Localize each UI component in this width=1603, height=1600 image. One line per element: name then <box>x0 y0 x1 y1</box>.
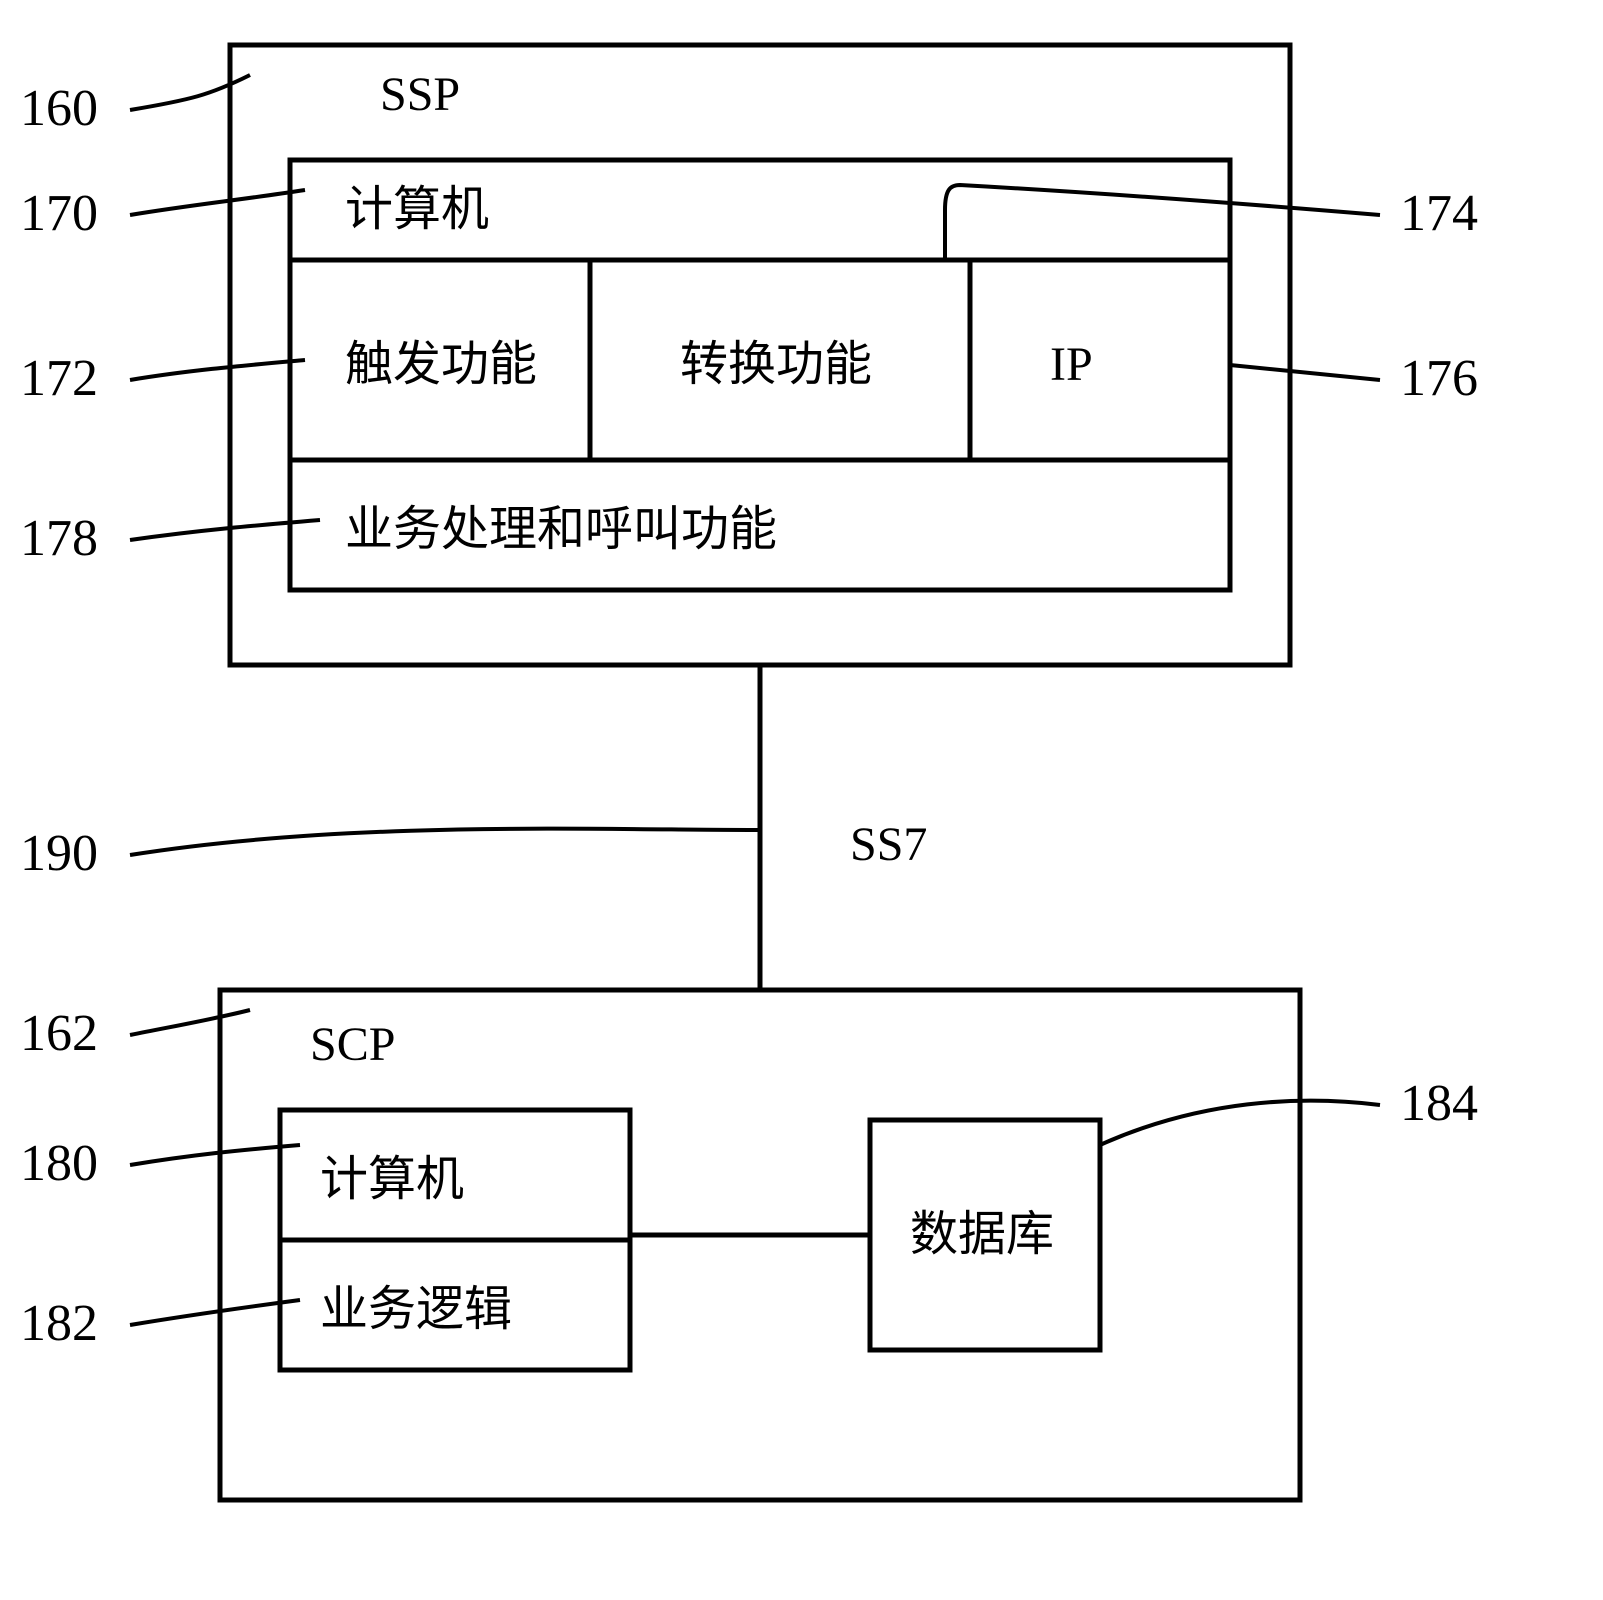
callout-178: 178 <box>20 510 98 567</box>
ssp-trigger-label: 触发功能 <box>345 338 537 391</box>
leader-174 <box>945 185 1380 260</box>
scp-logic-label: 业务逻辑 <box>320 1283 512 1336</box>
leader-172 <box>130 360 305 380</box>
callout-182: 182 <box>20 1295 98 1352</box>
callout-190: 190 <box>20 825 98 882</box>
leader-184 <box>1100 1101 1380 1145</box>
callout-170: 170 <box>20 185 98 242</box>
leader-180 <box>130 1145 300 1165</box>
callout-184: 184 <box>1400 1075 1478 1132</box>
leader-182 <box>130 1300 300 1325</box>
callout-160: 160 <box>20 80 98 137</box>
leader-162 <box>130 1010 250 1035</box>
callout-176: 176 <box>1400 350 1478 407</box>
leader-170 <box>130 190 305 215</box>
callout-174: 174 <box>1400 185 1478 242</box>
callout-172: 172 <box>20 350 98 407</box>
ssp-computer-label: 计算机 <box>345 183 489 236</box>
scp-title: SCP <box>310 1018 395 1071</box>
ssp-bottom-label: 业务处理和呼叫功能 <box>345 503 777 556</box>
ss7-label: SS7 <box>850 818 927 871</box>
callout-162: 162 <box>20 1005 98 1062</box>
leader-190 <box>130 829 760 855</box>
ssp-title: SSP <box>380 68 460 121</box>
callout-180: 180 <box>20 1135 98 1192</box>
scp-db-label: 数据库 <box>910 1208 1054 1261</box>
ssp-ip-box <box>970 260 1230 460</box>
diagram-canvas: SSP计算机触发功能转换功能IP业务处理和呼叫功能SS7SCP计算机业务逻辑数据… <box>0 0 1603 1600</box>
scp-computer-label: 计算机 <box>320 1153 464 1206</box>
ssp-convert-label: 转换功能 <box>680 338 872 391</box>
ssp-ip-label: IP <box>1050 338 1093 391</box>
leader-176 <box>1230 365 1380 380</box>
